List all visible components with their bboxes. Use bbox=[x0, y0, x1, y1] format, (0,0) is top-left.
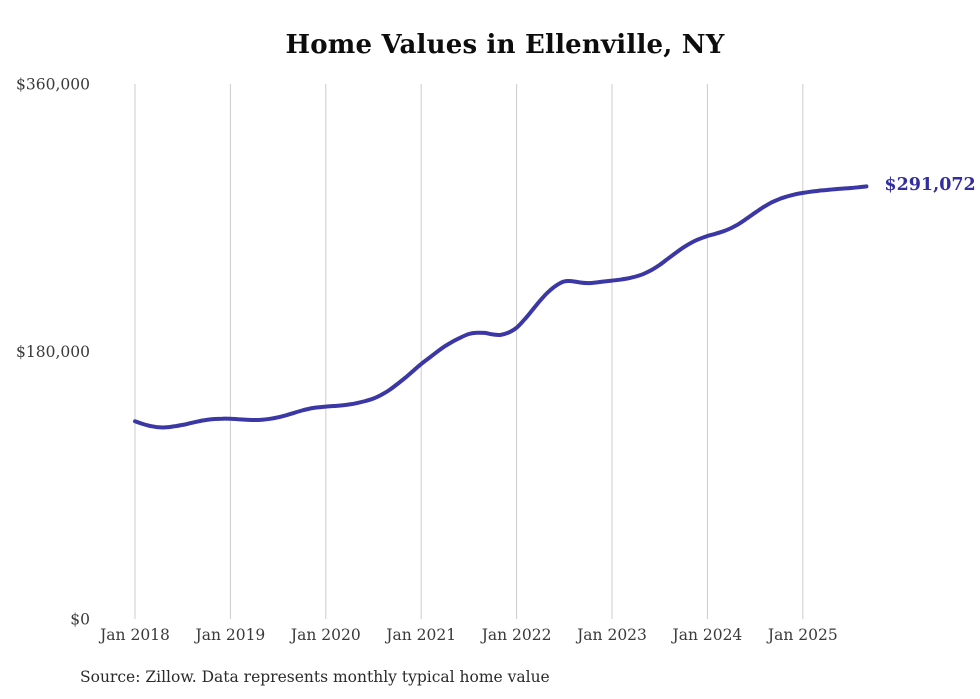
source-note: Source: Zillow. Data represents monthly … bbox=[80, 668, 550, 686]
x-tick-label: Jan 2018 bbox=[98, 626, 170, 644]
x-tick-label: Jan 2025 bbox=[766, 626, 838, 644]
x-tick-label: Jan 2022 bbox=[480, 626, 552, 644]
x-tick-label: Jan 2024 bbox=[670, 626, 742, 644]
y-tick-label: $360,000 bbox=[16, 76, 90, 94]
x-tick-label: Jan 2023 bbox=[575, 626, 647, 644]
chart-title: Home Values in Ellenville, NY bbox=[285, 30, 725, 60]
x-tick-label: Jan 2021 bbox=[384, 626, 456, 644]
latest-value-label: $291,072 bbox=[884, 175, 976, 196]
x-axis-tick-labels: Jan 2018 Jan 2019 Jan 2020 Jan 2021 Jan 2022… bbox=[98, 626, 838, 644]
home-value-series-line bbox=[133, 184, 869, 430]
y-tick-label: $0 bbox=[70, 611, 90, 629]
x-tick-label: Jan 2019 bbox=[193, 626, 265, 644]
x-tick-label: Jan 2020 bbox=[289, 626, 361, 644]
y-axis-tick-labels: $0 $180,000 $360,000 bbox=[16, 76, 90, 629]
y-tick-label: $180,000 bbox=[16, 343, 90, 361]
gridlines bbox=[134, 84, 804, 619]
